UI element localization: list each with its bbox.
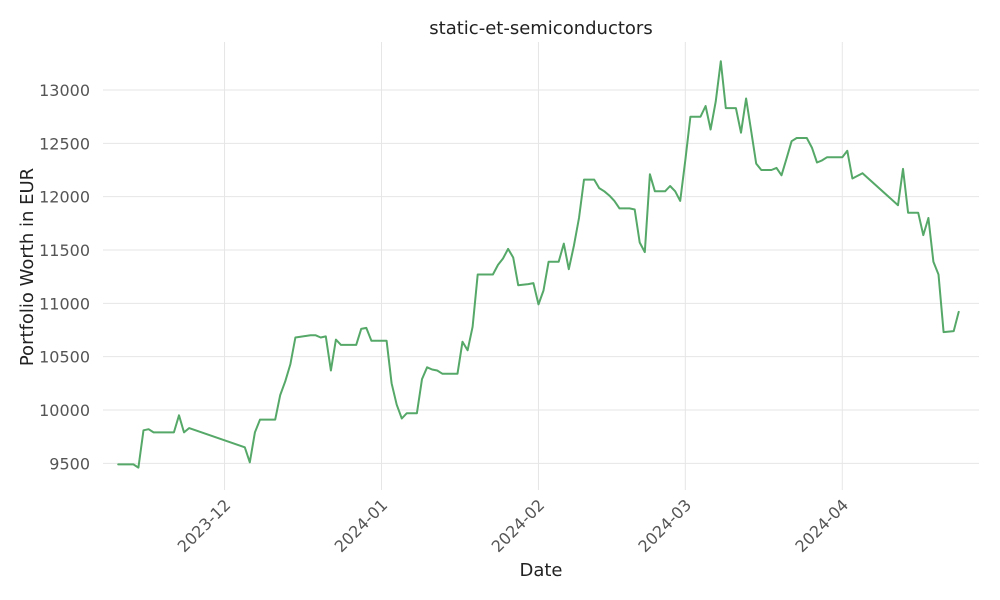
grid-layer [103, 42, 979, 490]
x-tick-label: 2023-12 [174, 495, 235, 556]
chart-title: static-et-semiconductors [429, 18, 652, 39]
x-tick-label: 2024-01 [331, 495, 392, 556]
x-tick-label: 2024-03 [634, 495, 695, 556]
series-layer [117, 60, 960, 469]
y-axis-label: Portfolio Worth in EUR [17, 168, 38, 366]
y-tick-label: 13000 [39, 81, 90, 100]
y-tick-label: 9500 [49, 454, 90, 473]
x-axis-label: Date [519, 560, 562, 581]
y-tick-label: 11000 [39, 294, 90, 313]
y-tick-label: 10000 [39, 401, 90, 420]
x-tick-label: 2024-02 [488, 495, 549, 556]
y-tick-label: 12000 [39, 188, 90, 207]
series-line [117, 60, 960, 469]
y-tick-label: 12500 [39, 134, 90, 153]
x-tick-label: 2024-04 [791, 495, 852, 556]
tick-layer: 9500 10000 10500 11000 11500 12000 12500 13000 2… [39, 81, 852, 556]
y-tick-label: 11500 [39, 241, 90, 260]
y-tick-label: 10500 [39, 348, 90, 367]
